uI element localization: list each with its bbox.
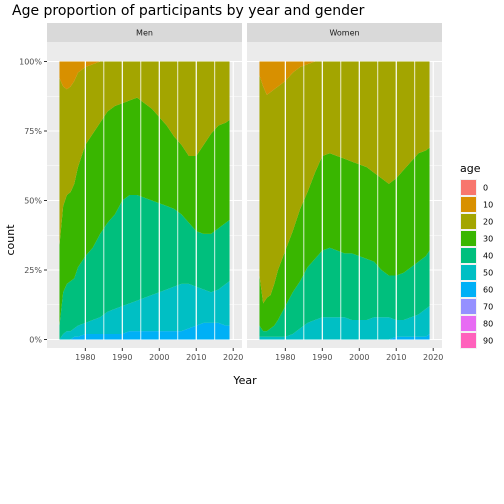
legend-label: 90 xyxy=(483,337,493,346)
facet-panel-men: Men 1980 1990 2000 2010 2020 0% 25% 50% 75% 100% xyxy=(19,23,243,362)
legend-label: 70 xyxy=(483,303,493,312)
area-band-age-30 xyxy=(59,97,230,326)
x-tick-label: 2020 xyxy=(223,353,243,362)
x-tick-label: 1980 xyxy=(75,353,95,362)
y-tick-label: 0% xyxy=(29,336,42,345)
area-band-age-10 xyxy=(59,61,230,90)
legend: age 0 10 20 30 40 50 60 70 80 90 xyxy=(460,162,493,349)
legend-key-age-70 xyxy=(461,299,476,314)
x-tick-label: 2000 xyxy=(349,353,369,362)
legend-label: 30 xyxy=(483,235,493,244)
y-tick-label: 50% xyxy=(24,197,42,206)
legend-key-age-0 xyxy=(461,180,476,195)
x-axis-title: Year xyxy=(232,374,257,387)
chart-title: Age proportion of participants by year a… xyxy=(12,3,365,19)
y-tick-label: 25% xyxy=(24,266,42,275)
legend-label: 40 xyxy=(483,252,493,261)
area-band-age-40 xyxy=(59,194,230,340)
facet-strip-label: Men xyxy=(136,29,153,38)
area-band-age-30 xyxy=(259,147,430,332)
y-tick-label: 100% xyxy=(19,58,42,67)
x-tick-label: 2000 xyxy=(149,353,169,362)
legend-label: 20 xyxy=(483,218,493,227)
legend-label: 60 xyxy=(483,286,493,295)
facet-strip-label: Women xyxy=(329,29,359,38)
legend-key-age-50 xyxy=(461,265,476,280)
legend-key-age-80 xyxy=(461,316,476,331)
legend-key-age-60 xyxy=(461,282,476,297)
legend-key-age-30 xyxy=(461,231,476,246)
area-band-age-60 xyxy=(259,333,430,340)
area-band-age-50 xyxy=(259,306,430,340)
legend-label: 10 xyxy=(483,201,493,210)
area-band-age-20 xyxy=(59,61,230,245)
x-tick-label: 1990 xyxy=(312,353,332,362)
legend-key-age-90 xyxy=(461,333,476,348)
x-tick-label: 1980 xyxy=(275,353,295,362)
y-axis-title: count xyxy=(4,224,17,256)
facet-strip xyxy=(47,23,242,42)
area-band-age-40 xyxy=(259,247,430,337)
facet-strip xyxy=(247,23,442,42)
x-tick-label: 2020 xyxy=(423,353,443,362)
x-tick-label: 1990 xyxy=(112,353,132,362)
area-band-age-50 xyxy=(59,281,230,340)
legend-title: age xyxy=(460,162,481,175)
x-tick-label: 2010 xyxy=(186,353,206,362)
legend-key-age-10 xyxy=(461,197,476,212)
area-band-age-20 xyxy=(259,61,430,304)
legend-label: 0 xyxy=(483,184,488,193)
legend-key-age-20 xyxy=(461,214,476,229)
area-band-age-10 xyxy=(259,61,430,95)
facet-panels: Men 1980 1990 2000 2010 2020 0% 25% 50% 75% 100% Wo… xyxy=(19,23,443,362)
facet-panel-women: Women 1980 1990 2000 2010 2020 xyxy=(247,23,443,362)
legend-label: 80 xyxy=(483,320,493,329)
x-tick-label: 2010 xyxy=(386,353,406,362)
legend-key-age-40 xyxy=(461,248,476,263)
legend-label: 50 xyxy=(483,269,493,278)
y-tick-label: 75% xyxy=(24,127,42,136)
